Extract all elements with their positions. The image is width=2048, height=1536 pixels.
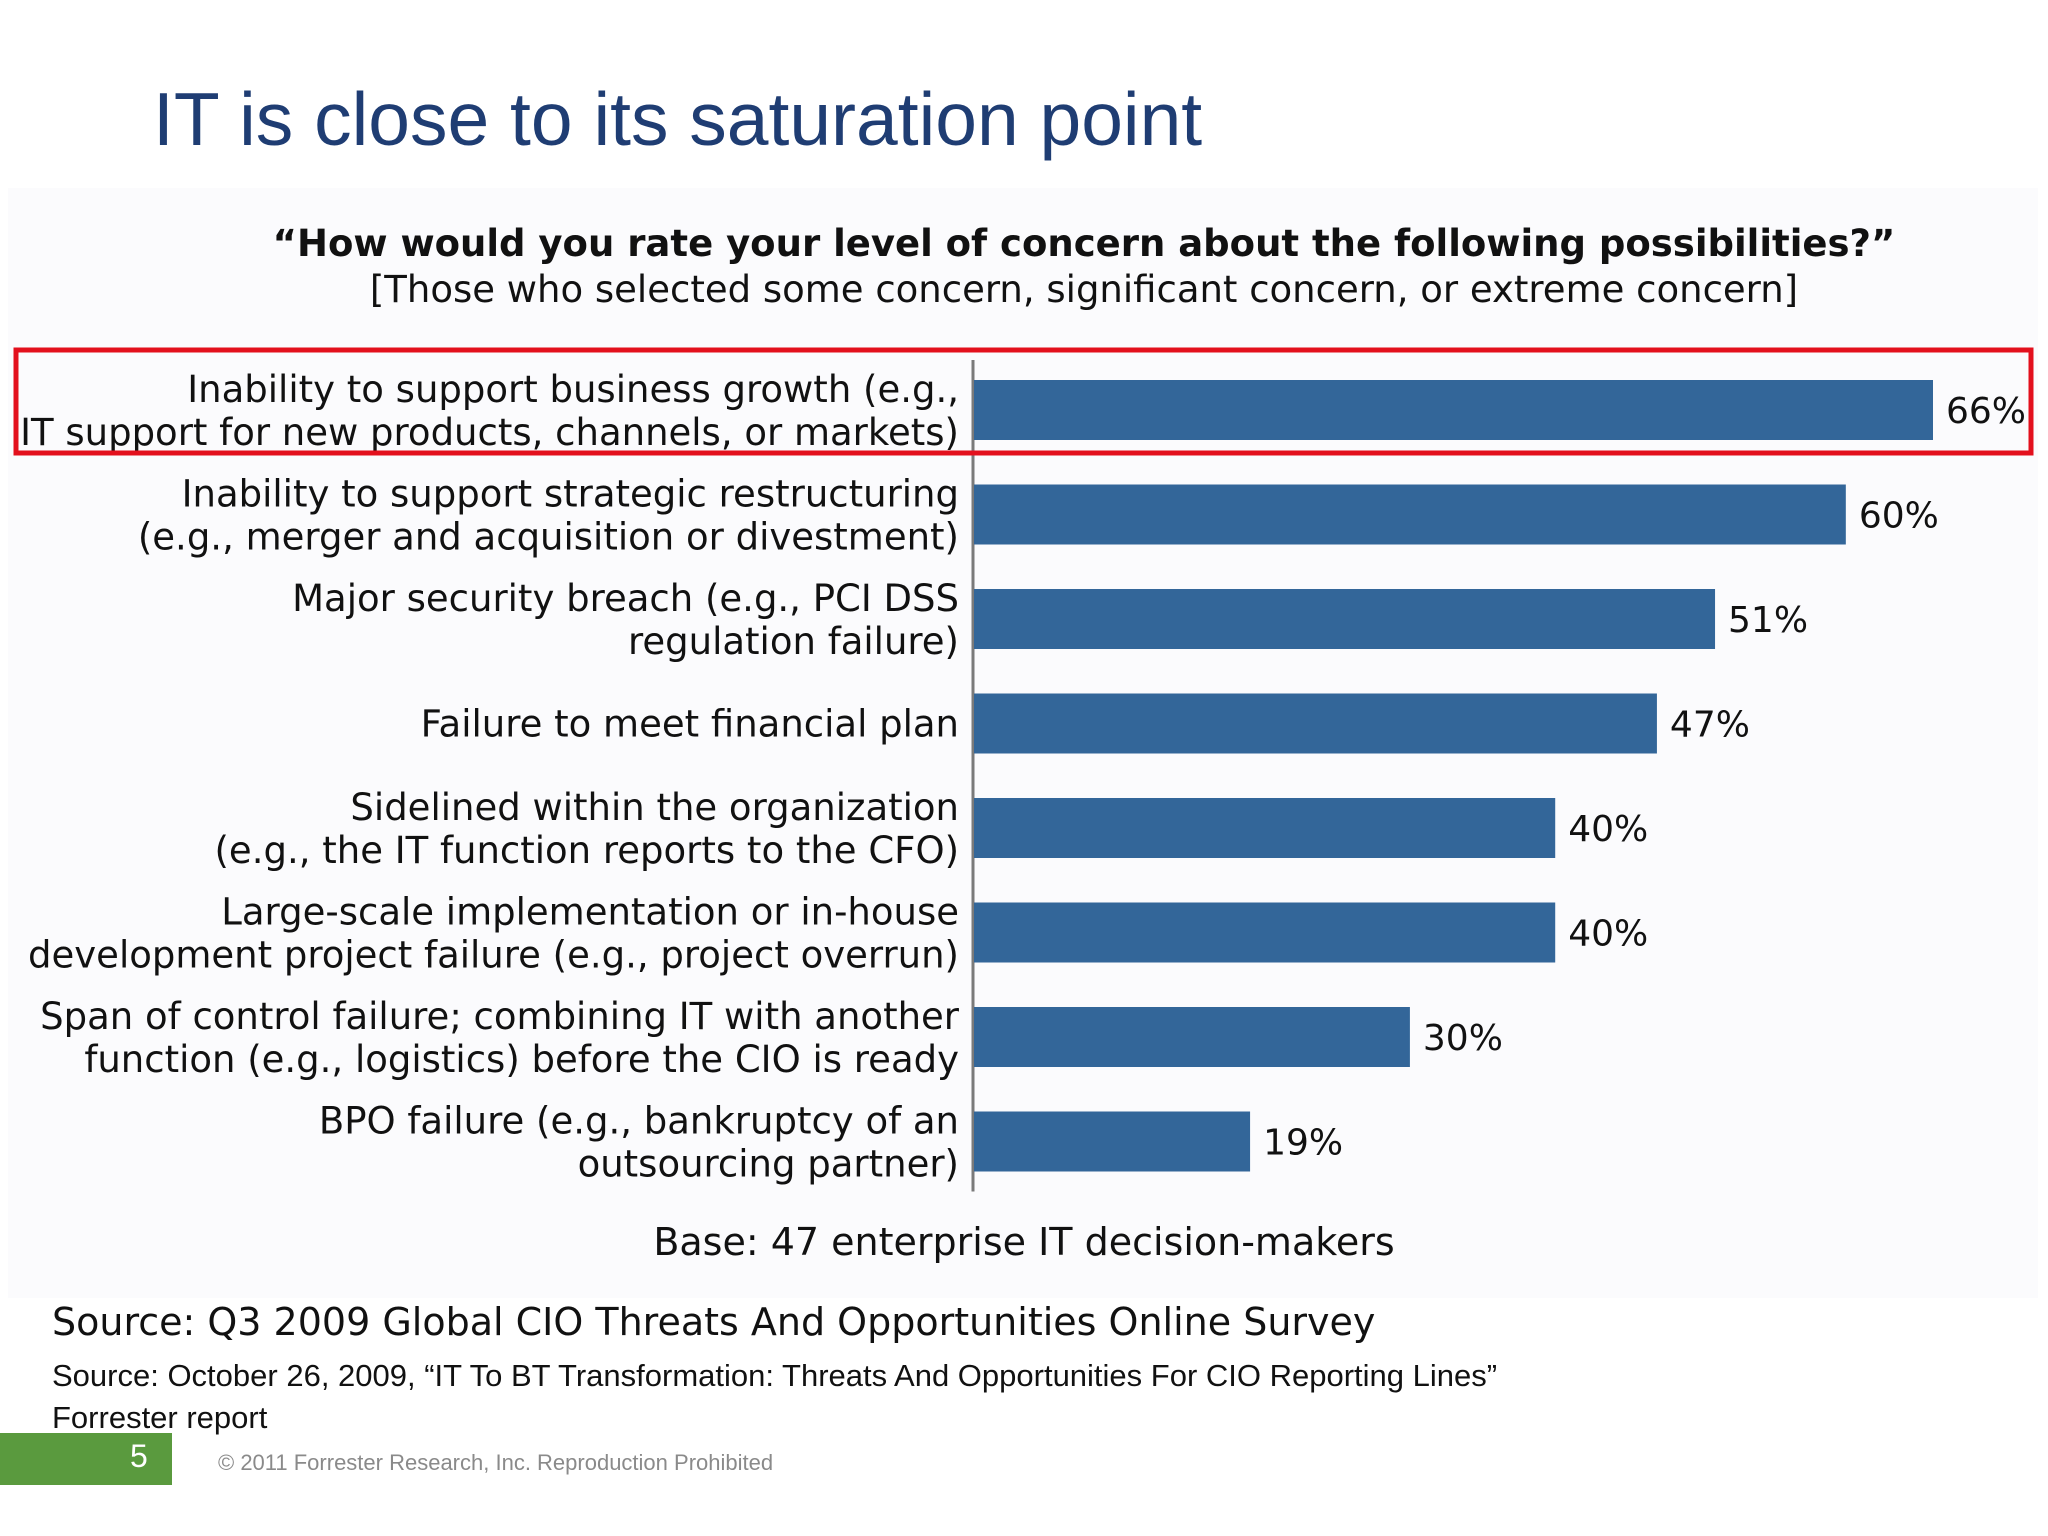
page-number: 5 xyxy=(130,1438,148,1474)
bar-category-label: BPO failure (e.g., bankruptcy of an xyxy=(319,1100,959,1143)
bar xyxy=(974,902,1556,963)
bar-value-label: 66% xyxy=(1946,391,2026,432)
bar-category-label: Major security breach (e.g., PCI DSS xyxy=(292,577,959,620)
highlight-box xyxy=(13,347,2034,456)
bar-category-label: development project failure (e.g., proje… xyxy=(28,934,959,977)
bar-value-label: 30% xyxy=(1423,1018,1503,1059)
bar-value-label: 40% xyxy=(1568,809,1648,850)
bar-category-label: Large-scale implementation or in-house xyxy=(221,891,959,934)
bar-category-label: (e.g., merger and acquisition or divestm… xyxy=(138,516,959,559)
chart-question: “How would you rate your level of concer… xyxy=(272,222,1896,265)
bar-category-label: regulation failure) xyxy=(628,620,959,663)
chart-base-note: Base: 47 enterprise IT decision-makers xyxy=(653,1220,1395,1264)
bar-category-label: Inability to support strategic restructu… xyxy=(182,473,959,516)
bar-category-label: outsourcing partner) xyxy=(578,1143,959,1186)
bar-category-label: Inability to support business growth (e.… xyxy=(187,368,959,411)
bar-value-label: 51% xyxy=(1728,600,1808,641)
source-report: Source: October 26, 2009, “IT To BT Tran… xyxy=(52,1358,1498,1393)
bar xyxy=(974,484,1846,545)
bar-category-label: function (e.g., logistics) before the CI… xyxy=(84,1038,959,1081)
copyright-notice: © 2011 Forrester Research, Inc. Reproduc… xyxy=(218,1450,774,1475)
chart-subquestion: [Those who selected some concern, signif… xyxy=(369,268,1799,311)
bar-category-label: Span of control failure; combining IT wi… xyxy=(40,995,960,1038)
bar xyxy=(974,1007,1410,1067)
bar xyxy=(974,380,1933,440)
bar xyxy=(974,798,1556,858)
bar-value-label: 19% xyxy=(1263,1123,1343,1164)
bar-category-label: (e.g., the IT function reports to the CF… xyxy=(215,829,960,872)
bar xyxy=(974,1111,1251,1172)
bar-value-label: 47% xyxy=(1670,705,1750,746)
bar xyxy=(974,589,1716,649)
bar-value-label: 60% xyxy=(1859,496,1939,537)
source-report-publisher: Forrester report xyxy=(52,1400,268,1435)
slide-title: IT is close to its saturation point xyxy=(153,77,1203,161)
page-number-badge xyxy=(0,1433,172,1485)
bar xyxy=(974,693,1657,754)
bar-category-label: Sidelined within the organization xyxy=(350,786,959,829)
bar-category-label: IT support for new products, channels, o… xyxy=(20,411,959,454)
source-survey: Source: Q3 2009 Global CIO Threats And O… xyxy=(52,1300,1376,1344)
bar-category-label: Failure to meet financial plan xyxy=(421,703,959,746)
bar-value-label: 40% xyxy=(1568,914,1648,955)
